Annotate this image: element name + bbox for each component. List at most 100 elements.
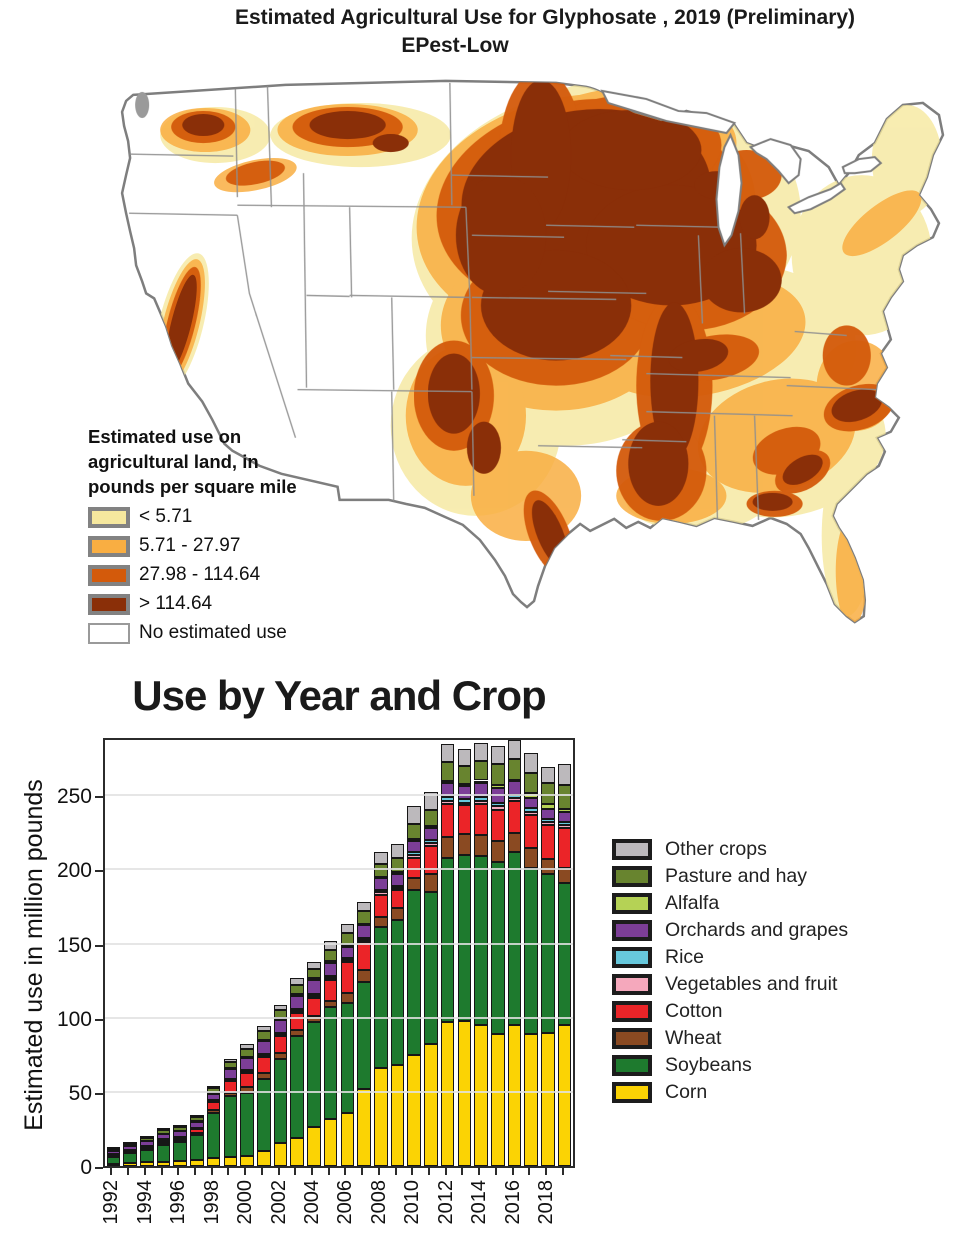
bar-segment xyxy=(273,1035,288,1054)
bar-segment xyxy=(407,824,421,840)
chart-legend-swatch xyxy=(612,920,652,941)
bar-segment xyxy=(440,796,455,802)
x-axis-tick xyxy=(294,1168,297,1175)
map-legend-label: No estimated use xyxy=(139,622,287,643)
bar-segment xyxy=(524,812,538,816)
bar-segment xyxy=(390,1065,405,1166)
bar-segment xyxy=(323,977,338,980)
bar-segment xyxy=(474,801,488,805)
bar-segment xyxy=(190,1117,204,1121)
chart-legend-label: Rice xyxy=(665,946,705,968)
bar-segment xyxy=(223,1069,238,1079)
map-legend-row: < 5.71 xyxy=(88,506,418,528)
chart-legend-swatch xyxy=(612,1001,652,1022)
chart-legend-row: Pasture and hay xyxy=(612,863,848,890)
bar-segment xyxy=(541,804,555,809)
bar-segment xyxy=(507,800,522,834)
bar-segment xyxy=(541,824,555,860)
y-axis-tick xyxy=(95,944,103,947)
bar-segment xyxy=(257,1073,271,1079)
bar-segment xyxy=(173,1137,187,1141)
map-legend-row: 27.98 - 114.64 xyxy=(88,564,418,586)
map-legend-label: 5.71 - 27.97 xyxy=(139,535,241,556)
bar-segment xyxy=(173,1127,187,1131)
x-axis-tick-label: 2012 xyxy=(434,1180,457,1225)
bar-segment xyxy=(307,961,321,969)
bar-segment xyxy=(424,845,438,874)
x-axis-tick xyxy=(327,1168,330,1175)
map-legend: Estimated use on agricultural land, in p… xyxy=(88,424,418,652)
bar-segment xyxy=(407,858,421,878)
bar-segment xyxy=(457,802,472,805)
bar-segment xyxy=(440,804,455,837)
chart-legend-label: Orchards and grapes xyxy=(665,919,849,941)
bar-segment xyxy=(474,780,488,784)
x-axis-tick xyxy=(260,1168,263,1175)
bar-segment xyxy=(273,1058,288,1144)
bar-segment xyxy=(307,1022,321,1128)
bar-segment xyxy=(541,859,555,874)
bar-segment xyxy=(307,995,321,998)
bar-segment xyxy=(457,833,472,855)
chart-legend-row: Orchards and grapes xyxy=(612,917,848,944)
bar-segment xyxy=(424,792,438,811)
bar-segment xyxy=(307,997,321,1016)
bar-segment xyxy=(491,784,505,788)
bar-segment xyxy=(407,1054,421,1166)
bar-segment xyxy=(390,873,405,886)
bar-segment xyxy=(524,867,538,1035)
x-axis-tick-label: 1994 xyxy=(133,1180,156,1225)
bar-segment xyxy=(106,1163,121,1166)
bar-segment xyxy=(240,1043,254,1050)
bar-segment xyxy=(457,785,472,800)
bar-segment xyxy=(524,1034,538,1166)
bar-segment xyxy=(541,783,555,805)
bar-segment xyxy=(206,1113,221,1158)
bar-segment xyxy=(507,1025,522,1166)
bar-segment xyxy=(307,980,321,995)
bar-segment xyxy=(541,1032,555,1166)
bar-segment xyxy=(156,1128,171,1131)
bar-segment xyxy=(123,1143,137,1146)
bar-segment xyxy=(407,855,421,859)
bar-segment xyxy=(323,1118,338,1166)
bar-segment xyxy=(407,840,421,853)
bar-segment xyxy=(223,1092,238,1097)
bar-segment xyxy=(223,1062,238,1068)
bar-segment xyxy=(474,856,488,1026)
x-axis-tick-label: 2006 xyxy=(334,1180,357,1225)
bar-segment xyxy=(323,1000,338,1008)
bar-segment xyxy=(156,1130,171,1134)
bar-segment xyxy=(457,766,472,785)
bar-segment xyxy=(340,1112,355,1166)
bar-segment xyxy=(557,811,572,822)
bar-segment xyxy=(290,1010,304,1013)
bar-segment xyxy=(374,1068,388,1166)
bar-segment xyxy=(190,1132,204,1135)
bar-segment xyxy=(440,1022,455,1166)
bar-segment xyxy=(357,942,371,971)
bar-segment xyxy=(257,1078,271,1152)
x-axis-tick xyxy=(277,1168,280,1175)
bar-segment xyxy=(390,888,405,891)
chart-legend-row: Soybeans xyxy=(612,1052,848,1079)
bar-segment xyxy=(206,1102,221,1111)
x-axis-tick xyxy=(177,1168,180,1175)
bar-segment xyxy=(557,764,572,785)
state-borders xyxy=(129,82,877,520)
bar-segment xyxy=(223,1157,238,1166)
bar-segment xyxy=(307,1015,321,1023)
x-axis-tick xyxy=(478,1168,481,1175)
bar-segment xyxy=(273,1004,288,1010)
chart-legend-label: Cotton xyxy=(665,1000,723,1022)
y-axis-tick xyxy=(95,1092,103,1095)
bar-segment xyxy=(156,1161,171,1166)
bar-segment xyxy=(257,1041,271,1055)
bar-segment xyxy=(507,833,522,852)
x-axis-tick xyxy=(394,1168,397,1175)
bar-segment xyxy=(557,822,572,825)
bar-segment xyxy=(507,797,522,801)
x-axis-tick xyxy=(193,1168,196,1175)
x-axis-tick xyxy=(244,1168,247,1175)
